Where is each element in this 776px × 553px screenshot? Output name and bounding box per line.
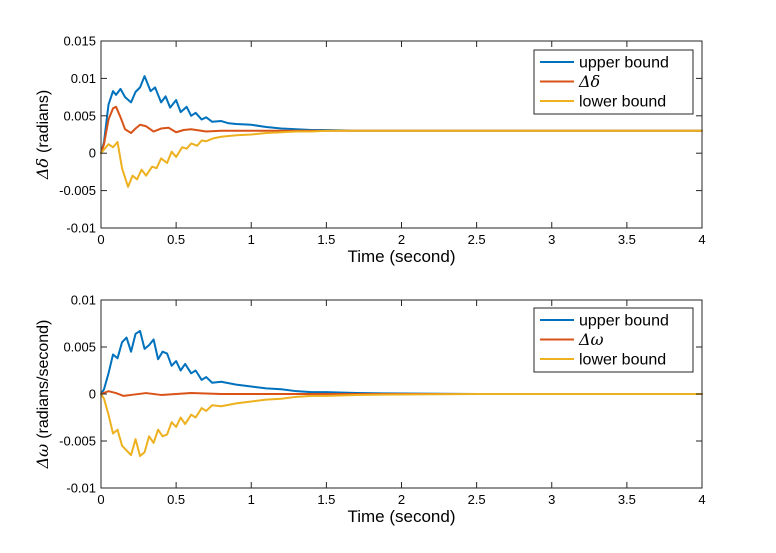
x-tick-label: 3 bbox=[548, 232, 555, 247]
y-axis-label: Δω (radians/second) bbox=[33, 320, 52, 470]
legend-entry-label: Δδ bbox=[578, 72, 600, 91]
x-tick-label: 3 bbox=[548, 492, 555, 507]
series-line-3 bbox=[100, 129, 703, 188]
legend-entry-label: upper bound bbox=[579, 55, 669, 72]
x-tick-label: 1 bbox=[248, 232, 255, 247]
y-tick-label: -0.005 bbox=[59, 434, 96, 449]
y-tick-label: 0.01 bbox=[71, 293, 96, 308]
series-line-3 bbox=[100, 393, 703, 458]
y-axis-label: Δδ (radians) bbox=[33, 90, 52, 180]
y-tick-label: 0 bbox=[89, 387, 96, 402]
x-tick-label: 4 bbox=[698, 492, 705, 507]
y-tick-label: -0.005 bbox=[59, 183, 96, 198]
x-tick-label: 0 bbox=[97, 492, 104, 507]
subplot-2: 0 0.5 1 1.5 2 2.5 3 3.5 4 -0.01 -0.005 0 0.005 0.01 Ti… bbox=[33, 293, 706, 527]
y-axis-label-text: (radians/second) bbox=[35, 320, 52, 439]
legend-entry-label: upper bound bbox=[579, 313, 669, 330]
y-tick-label: 0.015 bbox=[63, 34, 96, 49]
y-tick-label: 0.005 bbox=[63, 340, 96, 355]
legend-entry-label: Δω bbox=[578, 330, 604, 349]
y-axis-label-symbol: Δω bbox=[33, 444, 52, 470]
x-tick-label: 2.5 bbox=[468, 492, 486, 507]
x-axis-label: Time (second) bbox=[347, 507, 455, 526]
x-tick-label: 2 bbox=[398, 232, 405, 247]
y-tick-label: 0.01 bbox=[71, 71, 96, 86]
series-line-1 bbox=[100, 330, 703, 395]
y-tick-label: 0 bbox=[89, 146, 96, 161]
x-tick-label: 2 bbox=[398, 492, 405, 507]
x-tick-label: 3.5 bbox=[618, 232, 636, 247]
series-line-1 bbox=[100, 75, 703, 155]
subplot-1: 0 0.5 1 1.5 2 2.5 3 3.5 4 -0.01 -0.005 0 0.005 0.01 0.… bbox=[33, 34, 706, 267]
x-tick-label: 1.5 bbox=[317, 232, 335, 247]
y-tick-label: -0.01 bbox=[66, 481, 96, 496]
y-tick-label: 0.005 bbox=[63, 108, 96, 123]
x-tick-label: 4 bbox=[698, 232, 705, 247]
x-tick-label: 1 bbox=[248, 492, 255, 507]
y-axis-label-text: (radians) bbox=[35, 90, 52, 153]
x-tick-label: 2.5 bbox=[468, 232, 486, 247]
x-tick-label: 0 bbox=[97, 232, 104, 247]
x-axis-label: Time (second) bbox=[347, 247, 455, 266]
legend-entry-label: lower bound bbox=[579, 352, 666, 369]
series-line-2 bbox=[100, 390, 703, 397]
y-tick-label: -0.01 bbox=[66, 221, 96, 236]
x-tick-label: 3.5 bbox=[618, 492, 636, 507]
x-tick-label: 1.5 bbox=[317, 492, 335, 507]
series-line-2 bbox=[100, 105, 703, 155]
y-axis-label-symbol: Δδ bbox=[33, 158, 52, 180]
legend-entry-label: lower bound bbox=[579, 94, 666, 111]
x-tick-label: 0.5 bbox=[167, 232, 185, 247]
x-tick-label: 0.5 bbox=[167, 492, 185, 507]
